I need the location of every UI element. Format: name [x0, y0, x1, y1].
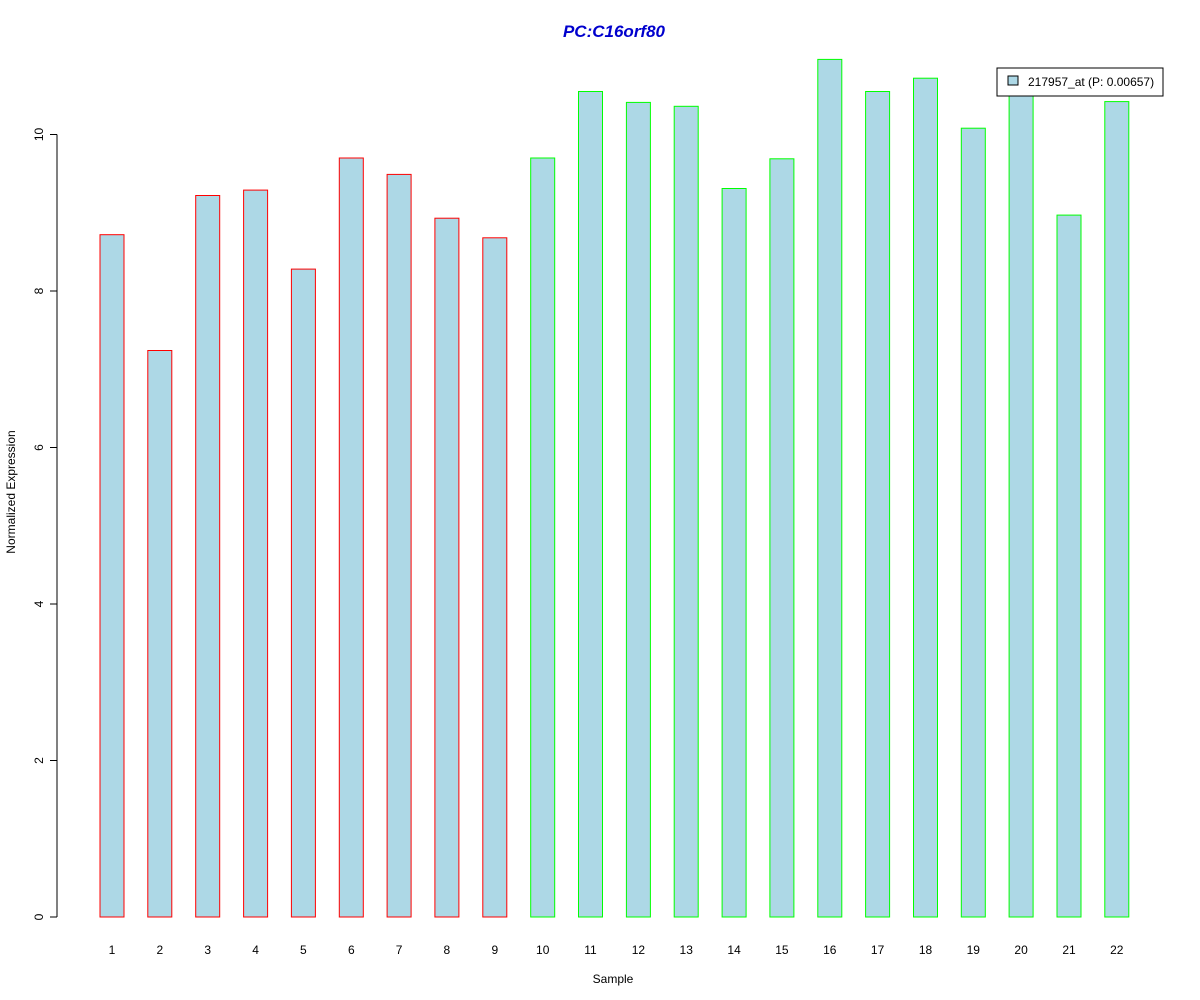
bar-sample-8 [434, 217, 460, 918]
x-tick-label: 14 [727, 943, 741, 957]
bars [99, 58, 1130, 918]
y-tick-label: 2 [32, 757, 46, 764]
bar-sample-2 [147, 350, 173, 918]
y-tick-label: 6 [32, 444, 46, 451]
y-tick-label: 8 [32, 287, 46, 294]
y-tick-label: 0 [32, 913, 46, 920]
bar-sample-9 [482, 237, 508, 918]
legend-box [996, 67, 1164, 97]
bar-sample-1 [99, 234, 125, 918]
bar-sample-15 [769, 158, 795, 918]
bar-sample-22 [1104, 101, 1130, 918]
x-tick-label: 1 [109, 943, 116, 957]
x-tick-label: 18 [919, 943, 933, 957]
x-tick-label: 5 [300, 943, 307, 957]
x-tick-label: 12 [632, 943, 646, 957]
x-tick-label: 2 [156, 943, 163, 957]
x-tick-label: 10 [536, 943, 550, 957]
x-tick-label: 7 [396, 943, 403, 957]
x-tick-label: 22 [1110, 943, 1124, 957]
x-tick-label: 4 [252, 943, 259, 957]
bar-sample-7 [386, 173, 412, 918]
x-tick-label: 11 [584, 943, 597, 957]
y-axis: 0 2 4 6 8 10 [32, 128, 58, 920]
x-tick-label: 17 [871, 943, 885, 957]
bar-sample-13 [673, 105, 699, 918]
bar-sample-10 [530, 157, 556, 918]
x-tick-label: 21 [1062, 943, 1076, 957]
y-tick-label: 4 [32, 600, 46, 607]
x-axis: 1 2 3 4 5 6 7 8 9 10 11 12 13 14 15 16 17 18 19 20 21 22 [109, 943, 1124, 957]
bar-sample-16 [817, 58, 843, 918]
legend-swatch [1007, 75, 1019, 86]
bar-sample-6 [338, 157, 364, 918]
x-axis-title: Sample [593, 972, 634, 986]
bar-sample-17 [865, 91, 891, 918]
y-tick-label: 10 [32, 128, 46, 142]
x-tick-label: 3 [204, 943, 211, 957]
bar-sample-3 [195, 195, 221, 918]
bar-sample-12 [625, 101, 651, 918]
x-tick-label: 9 [491, 943, 498, 957]
legend: 217957_at (P: 0.00657) [996, 67, 1164, 97]
bar-sample-4 [243, 189, 269, 918]
bar-sample-14 [721, 188, 747, 918]
x-tick-label: 13 [680, 943, 694, 957]
legend-label: 217957_at (P: 0.00657) [1028, 75, 1154, 89]
bar-sample-5 [290, 268, 316, 918]
bar-sample-11 [578, 91, 603, 918]
y-axis-title: Normalized Expression [4, 430, 18, 553]
x-tick-label: 16 [823, 943, 837, 957]
x-tick-label: 15 [775, 943, 789, 957]
bar-sample-19 [960, 127, 986, 918]
x-tick-label: 8 [444, 943, 451, 957]
bar-sample-21 [1056, 214, 1082, 918]
bar-sample-20 [1008, 87, 1034, 918]
x-tick-label: 20 [1014, 943, 1028, 957]
chart-title: PC:C16orf80 [563, 22, 666, 41]
bar-sample-18 [913, 77, 938, 918]
x-tick-label: 6 [348, 943, 355, 957]
x-tick-label: 19 [967, 943, 981, 957]
